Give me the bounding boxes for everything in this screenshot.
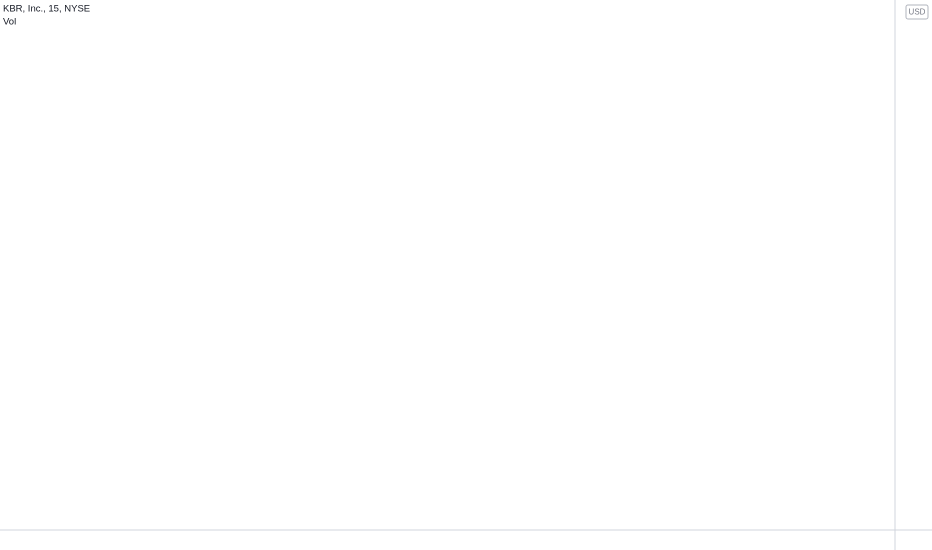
volume-title: Vol (3, 17, 16, 28)
currency: USD (909, 8, 926, 17)
chart-title: KBR, Inc., 15, NYSE (3, 4, 90, 15)
currency-box[interactable] (905, 4, 929, 20)
